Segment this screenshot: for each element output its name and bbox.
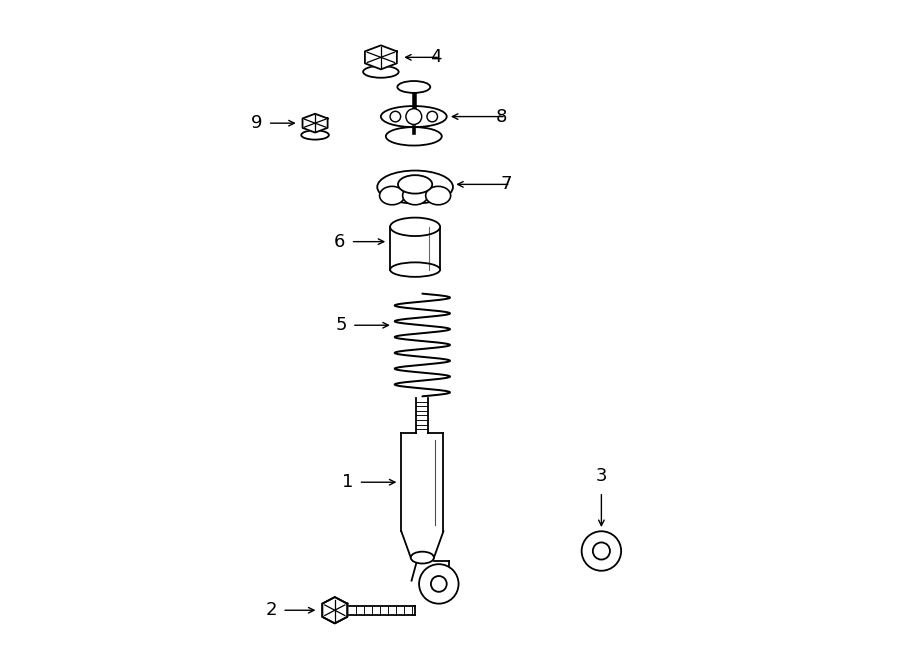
Ellipse shape — [363, 66, 399, 78]
Ellipse shape — [402, 186, 428, 205]
Ellipse shape — [325, 603, 345, 618]
Polygon shape — [364, 46, 397, 69]
Text: 4: 4 — [430, 48, 442, 66]
Ellipse shape — [426, 186, 451, 205]
Ellipse shape — [390, 262, 440, 277]
Polygon shape — [302, 114, 328, 133]
Circle shape — [419, 564, 459, 603]
Polygon shape — [322, 597, 347, 623]
Circle shape — [593, 543, 610, 560]
Text: 6: 6 — [334, 233, 346, 251]
Ellipse shape — [386, 127, 442, 145]
Circle shape — [581, 531, 621, 570]
Ellipse shape — [397, 81, 430, 93]
Text: 9: 9 — [251, 114, 263, 132]
Ellipse shape — [398, 175, 432, 194]
Ellipse shape — [302, 130, 328, 139]
Text: 5: 5 — [335, 316, 346, 334]
Text: 3: 3 — [596, 467, 608, 485]
Text: 1: 1 — [342, 473, 353, 491]
Ellipse shape — [381, 106, 446, 127]
Polygon shape — [322, 597, 347, 623]
Ellipse shape — [380, 186, 405, 205]
Ellipse shape — [377, 171, 453, 204]
Circle shape — [390, 111, 400, 122]
Text: 7: 7 — [500, 175, 512, 194]
Circle shape — [406, 108, 422, 124]
Circle shape — [431, 576, 446, 592]
Text: 2: 2 — [266, 602, 277, 619]
Text: 8: 8 — [496, 108, 508, 126]
Circle shape — [427, 111, 437, 122]
Ellipse shape — [410, 552, 434, 564]
Ellipse shape — [390, 217, 440, 236]
